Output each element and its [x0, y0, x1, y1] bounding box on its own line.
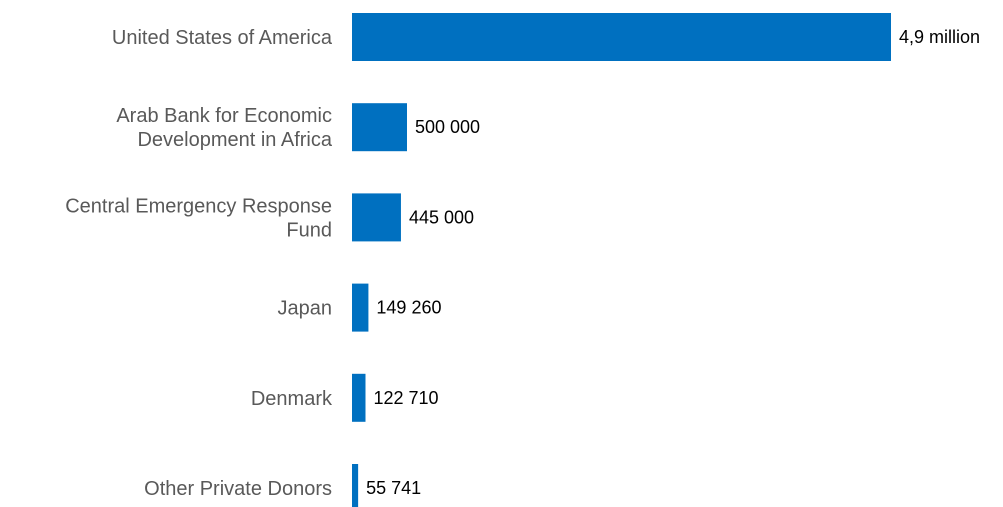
data-label: 445 000 — [409, 207, 474, 227]
bar — [352, 103, 407, 152]
bar — [352, 13, 891, 61]
data-label: 149 260 — [376, 298, 441, 318]
bars-layer — [352, 13, 891, 507]
category-label: United States of America — [112, 27, 333, 49]
data-label: 500 000 — [415, 117, 480, 137]
category-labels: United States of America Arab Bank for Ec… — [65, 27, 333, 500]
data-label: 122 710 — [373, 388, 438, 408]
category-label: Denmark — [251, 388, 333, 410]
value-labels: 4,9 million 500 000 445 000 149 260 122 710 5… — [366, 27, 980, 498]
data-label: 4,9 million — [899, 27, 980, 47]
bar — [352, 464, 359, 507]
category-label: Japan — [278, 298, 333, 320]
bar — [352, 283, 369, 332]
category-label: Arab Bank for Economic Development in Afr… — [116, 105, 333, 151]
bar — [352, 193, 401, 242]
data-label: 55 741 — [366, 478, 421, 498]
bar — [352, 373, 366, 422]
category-label: Central Emergency Response Fund — [65, 195, 332, 241]
category-label: Other Private Donors — [144, 478, 332, 500]
